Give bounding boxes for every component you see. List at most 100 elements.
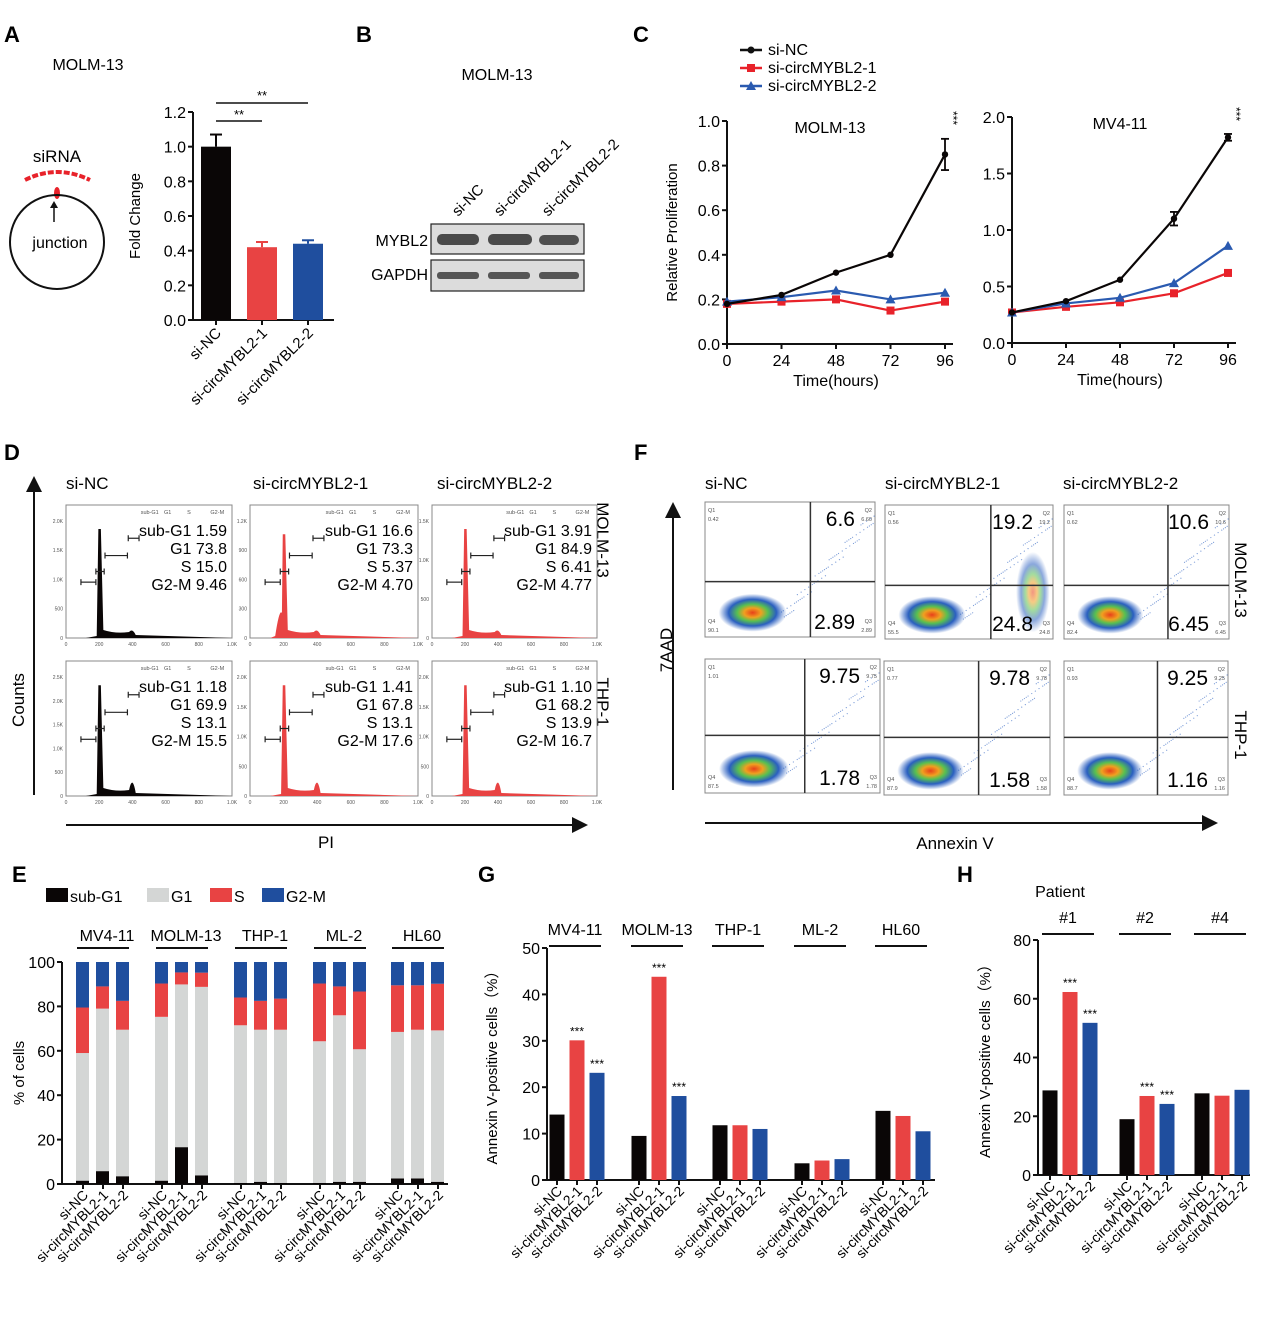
x-tick-label: 0 bbox=[65, 642, 68, 648]
cell-dot bbox=[1153, 758, 1155, 760]
gate-percentage: G2-M 17.6 bbox=[337, 733, 413, 750]
cell-dot bbox=[818, 572, 820, 575]
y-tick-label: 60 bbox=[1013, 992, 1031, 1009]
cell-dot bbox=[1147, 769, 1149, 771]
cell-dot bbox=[1191, 556, 1193, 558]
y-tick-label: 1.0K bbox=[419, 735, 430, 741]
cell-dot bbox=[1036, 541, 1038, 543]
x-tick-label: 400 bbox=[494, 800, 503, 806]
x-tick-label: 800 bbox=[380, 642, 389, 648]
plot-frame bbox=[65, 504, 233, 639]
cell-dot bbox=[864, 688, 866, 690]
cell-dot bbox=[851, 536, 854, 538]
cell-dot bbox=[790, 605, 792, 607]
circle-marker-icon bbox=[747, 46, 755, 54]
significance-label: ** bbox=[257, 88, 267, 103]
x-tick-label: 600 bbox=[161, 642, 170, 648]
cell-dot bbox=[1158, 754, 1161, 756]
x-tick-label: 400 bbox=[128, 642, 137, 648]
gate-percentage: S 13.9 bbox=[546, 715, 592, 732]
cell-dot bbox=[804, 588, 806, 591]
cell-dot bbox=[963, 765, 965, 768]
quadrant-upper-percent: 9.78 bbox=[989, 667, 1030, 690]
cell-dot bbox=[1225, 681, 1227, 683]
data-point bbox=[1224, 268, 1232, 277]
cell-dot bbox=[828, 731, 830, 733]
gate-percentage: S 6.41 bbox=[546, 559, 592, 576]
y-tick-label: 0 bbox=[60, 636, 63, 642]
cell-dot bbox=[1148, 768, 1151, 770]
cell-dot bbox=[1170, 739, 1172, 742]
cell-dot bbox=[1215, 681, 1217, 684]
legend-swatch-subg1 bbox=[46, 888, 68, 902]
stack-segment-G2-M bbox=[411, 962, 424, 986]
cell-dot bbox=[799, 598, 801, 601]
x-tick-label: 200 bbox=[461, 642, 470, 648]
flow-plot: Q1 0.62 Q2 10.6 Q4 82.4 Q3 6.45 10.6 6.45 bbox=[1063, 504, 1230, 640]
gate-header: S bbox=[373, 510, 377, 516]
cell-dot bbox=[990, 741, 992, 743]
cell-dot bbox=[1033, 697, 1036, 699]
cell-dot bbox=[1210, 536, 1212, 539]
y-tick-label: 1.0K bbox=[237, 735, 248, 741]
sirna-label: siRNA bbox=[33, 147, 82, 166]
cell-dot bbox=[829, 724, 831, 726]
cell-dot bbox=[1137, 613, 1139, 615]
x-tick-label: 200 bbox=[95, 642, 104, 648]
cell-dot bbox=[785, 615, 787, 617]
cell-dot bbox=[791, 611, 793, 613]
cell-dot bbox=[973, 752, 975, 754]
cell-dot bbox=[1033, 536, 1036, 539]
bar-si-circMYBL2-1 bbox=[732, 1125, 748, 1180]
stack-segment-S bbox=[333, 986, 346, 1016]
group-label: THP-1 bbox=[242, 928, 288, 945]
y-tick-label: 0.0 bbox=[983, 336, 1005, 353]
stack-segment-G1 bbox=[313, 1041, 326, 1183]
cell-dot bbox=[1048, 526, 1050, 529]
panel-h-title: Patient bbox=[1035, 884, 1085, 901]
stack-segment-G1 bbox=[175, 984, 188, 1148]
panel-b-title: MOLM-13 bbox=[461, 67, 532, 84]
quadrant-name: Q3 bbox=[1043, 621, 1050, 627]
y-tick-label: 500 bbox=[421, 597, 430, 603]
stack-segment-sub-G1 bbox=[313, 1182, 326, 1184]
cell-dot bbox=[850, 537, 852, 540]
x-tick-label: 800 bbox=[380, 800, 389, 806]
cell-dot bbox=[808, 586, 810, 588]
legend-swatch-s bbox=[210, 888, 232, 902]
stack-segment-S bbox=[234, 997, 247, 1026]
cell-dot bbox=[988, 587, 990, 589]
y-tick-label: 20 bbox=[522, 1080, 540, 1097]
quadrant-name: Q3 bbox=[1040, 777, 1047, 783]
cell-dot bbox=[961, 612, 964, 614]
cell-dot bbox=[1183, 569, 1185, 571]
cell-dot bbox=[969, 768, 972, 770]
x-tick-label: 0 bbox=[431, 800, 434, 806]
cell-dot bbox=[1046, 528, 1049, 530]
y-tick-label: 30 bbox=[522, 1034, 540, 1051]
y-tick-label: 100 bbox=[28, 955, 55, 972]
y-tick-label: 0.2 bbox=[164, 278, 186, 295]
x-tick-label: 600 bbox=[347, 642, 356, 648]
cell-dot bbox=[991, 739, 994, 742]
x-tick-label: 400 bbox=[313, 800, 322, 806]
blot-band bbox=[488, 234, 532, 245]
x-tick-label: 1.0K bbox=[413, 642, 424, 648]
y-tick-label: 50 bbox=[522, 941, 540, 958]
cell-dot bbox=[1149, 612, 1151, 614]
cell-dot bbox=[1038, 687, 1040, 690]
stack-segment-sub-G1 bbox=[411, 1178, 424, 1184]
cell-dot bbox=[1034, 543, 1037, 545]
cell-dot bbox=[1010, 559, 1013, 561]
y-tick-label: 20 bbox=[1013, 1109, 1031, 1126]
cell-dot bbox=[811, 742, 813, 745]
cell-dot bbox=[996, 575, 999, 577]
stack-segment-S bbox=[411, 985, 424, 1030]
cell-dot bbox=[1003, 725, 1005, 727]
cell-dot bbox=[1030, 700, 1032, 702]
cell-dot bbox=[1222, 528, 1225, 530]
cell-dot bbox=[799, 750, 801, 752]
data-point bbox=[777, 297, 786, 306]
group-label: THP-1 bbox=[715, 922, 761, 939]
apoptosis-flow-plots: 7AAD Annexin V si-NC si-circMYBL2-1 si-c… bbox=[657, 474, 1250, 853]
